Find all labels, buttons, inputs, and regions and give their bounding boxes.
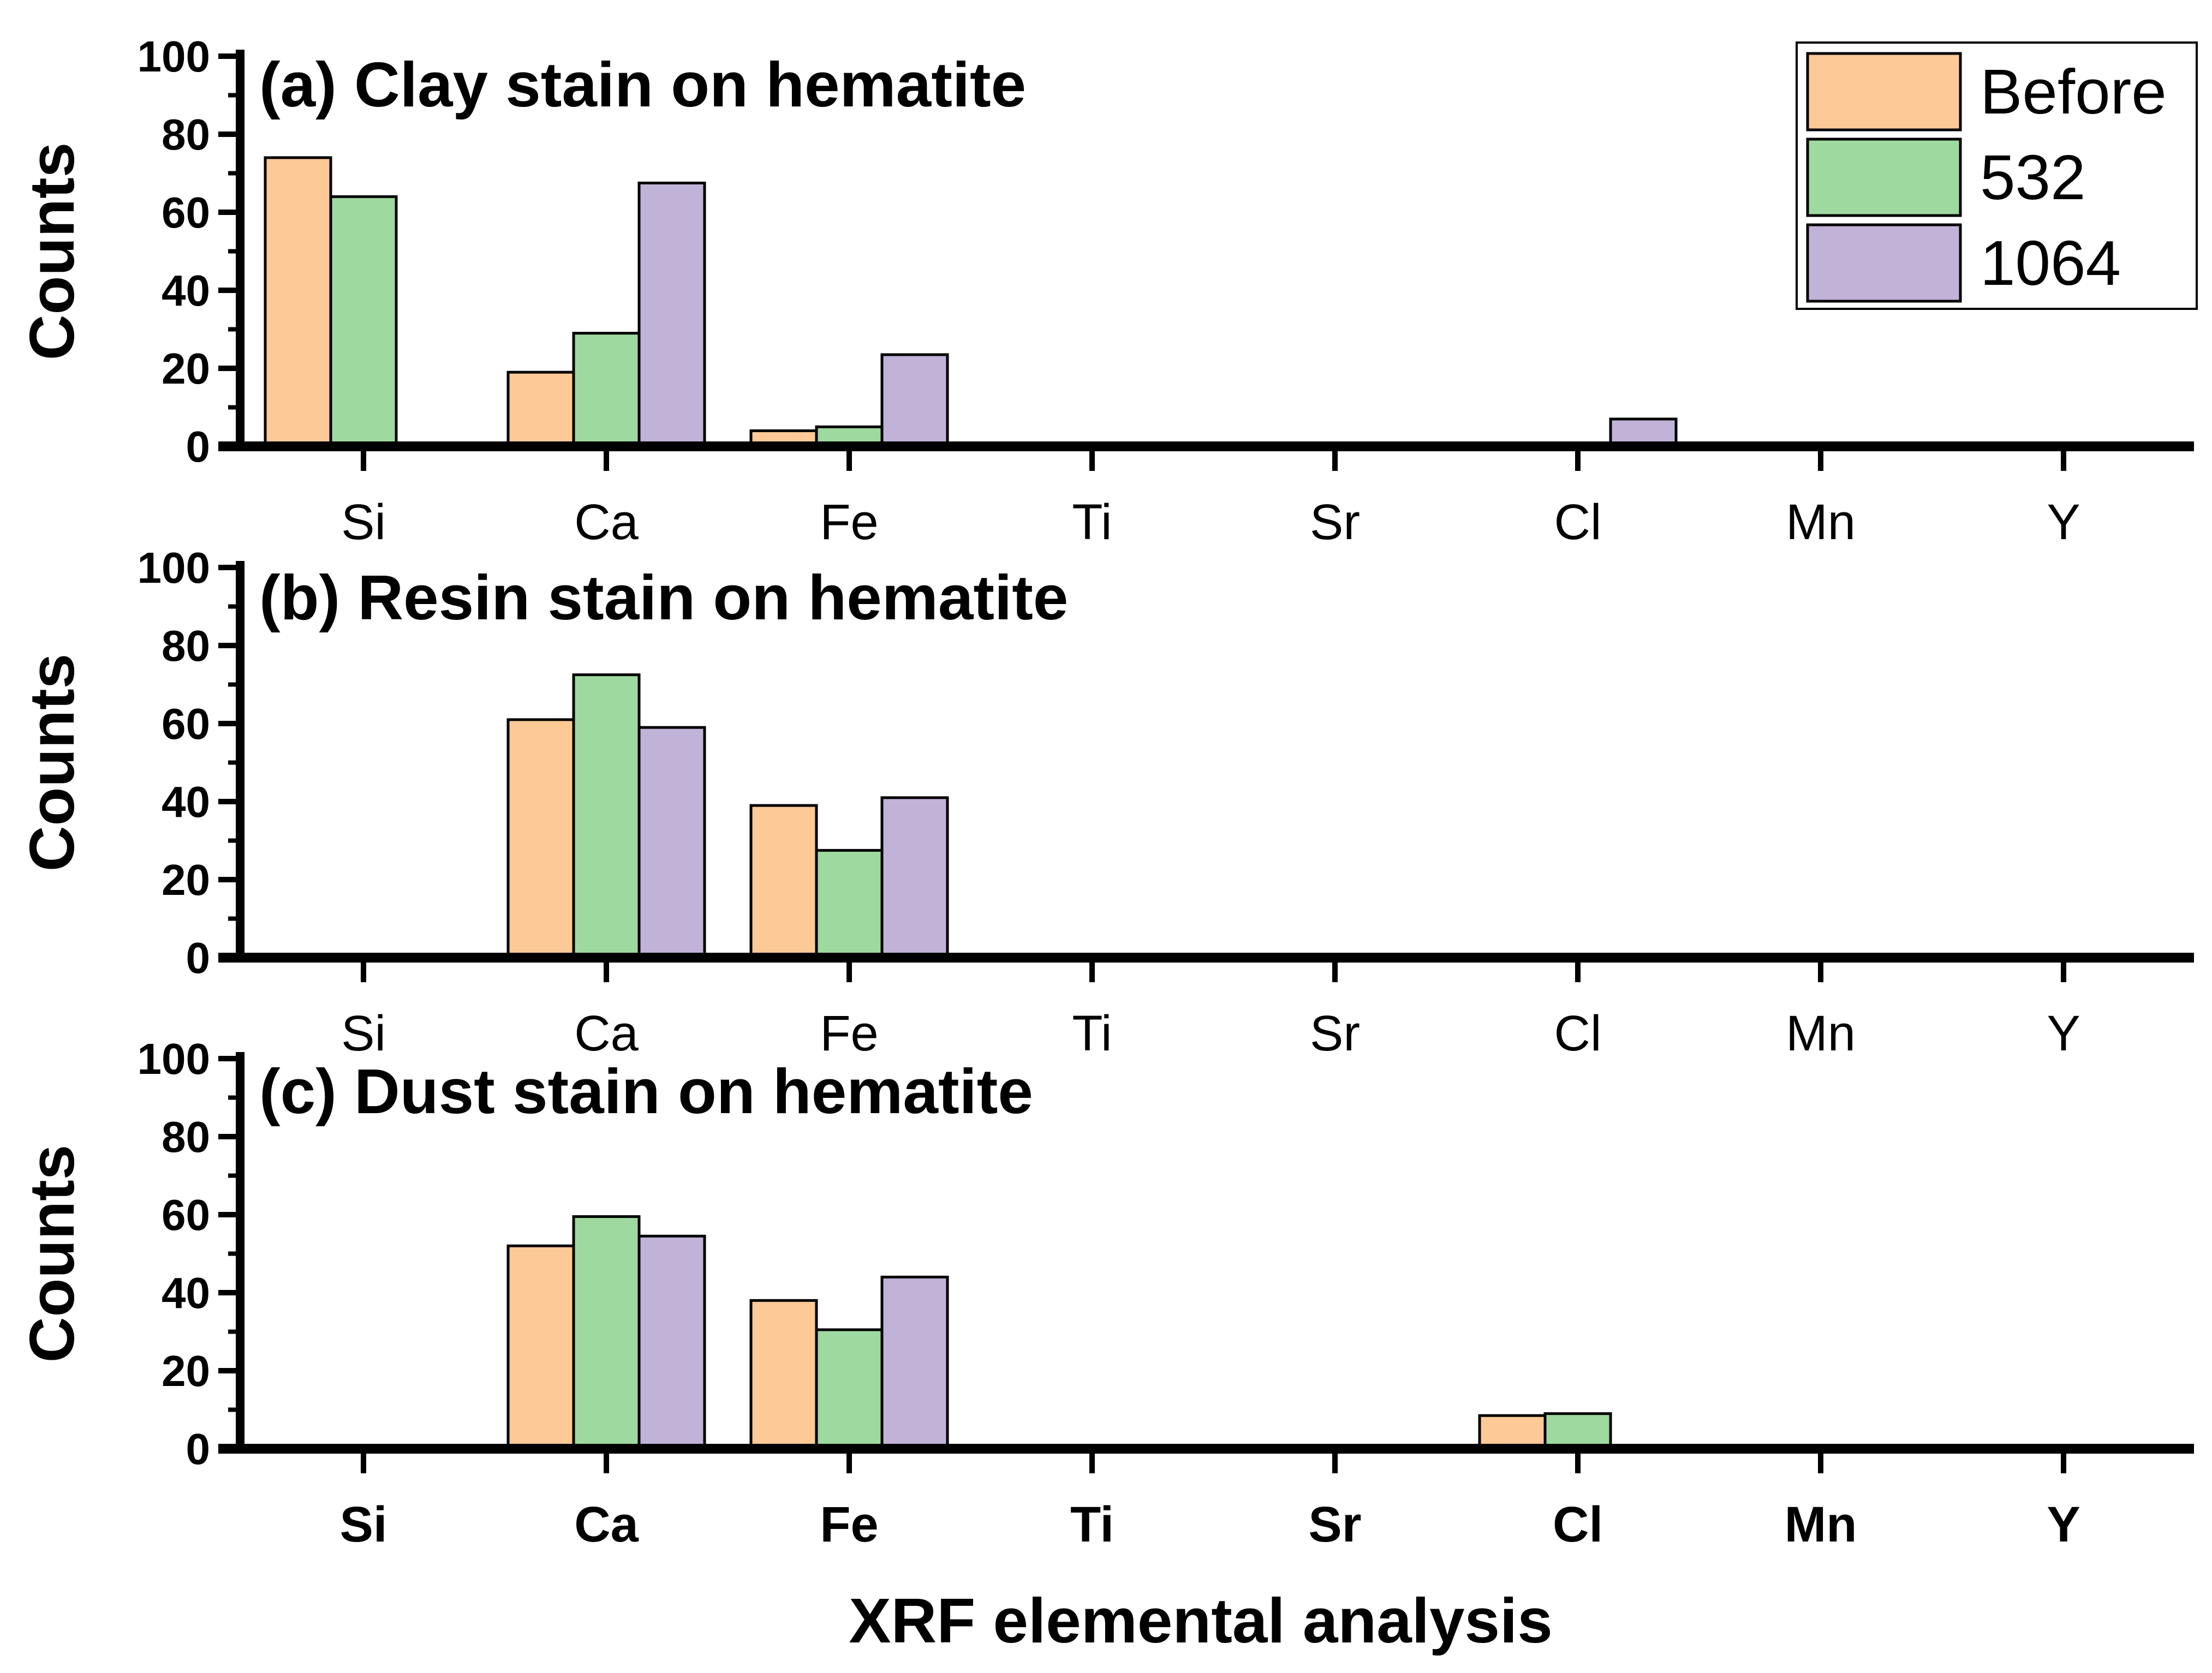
- bar-532-Ca: [572, 673, 641, 959]
- x-tick-label-Sr: Sr: [1308, 1497, 1361, 1552]
- x-axis-label: XRF elemental analysis: [849, 1585, 1552, 1656]
- y-tick-label: 100: [138, 543, 210, 592]
- panel-title: (c) Dust stain on hematite: [259, 1056, 1033, 1127]
- bar-Before-Ca: [506, 1244, 575, 1450]
- y-tick-label: 60: [162, 700, 210, 748]
- x-tick-label-Mn: Mn: [1786, 1006, 1856, 1061]
- x-tick-label-Mn: Mn: [1785, 1497, 1857, 1552]
- y-tick-label: 20: [162, 344, 210, 393]
- panel-b: 0 20 40 60 80 100 Si Ca Fe Ti Sr Cl Mn Y (b) Resin sta…: [16, 543, 2194, 1061]
- y-tick-label: 40: [162, 266, 210, 315]
- bar-532-Fe: [815, 849, 884, 959]
- bar-1064-Fe: [880, 796, 949, 959]
- x-tick-label-Cl: Cl: [1554, 494, 1602, 550]
- y-axis-label: Counts: [16, 142, 87, 361]
- x-tick-label-Ti: Ti: [1072, 1006, 1112, 1061]
- legend-label-Before: Before: [1980, 56, 2167, 127]
- y-tick-label: 60: [162, 1191, 210, 1239]
- legend-label-532: 532: [1980, 142, 2086, 213]
- y-tick-label: 0: [186, 934, 211, 982]
- y-tick-label: 0: [186, 422, 211, 471]
- legend-label-1064: 1064: [1980, 228, 2121, 298]
- x-tick-label-Y: Y: [2047, 1497, 2080, 1552]
- x-tick-label-Si: Si: [341, 494, 386, 550]
- legend-swatch-1064: [1806, 223, 1962, 303]
- bar-532-Ca: [572, 332, 641, 448]
- y-tick-label: 80: [162, 110, 210, 159]
- y-axis-label: Counts: [16, 654, 87, 872]
- bar-Before-Ca: [506, 718, 575, 959]
- y-tick-label: 60: [162, 188, 210, 237]
- y-tick-label: 100: [138, 1035, 210, 1083]
- panel-title: (b) Resin stain on hematite: [259, 562, 1068, 633]
- bar-1064-Ca: [637, 1234, 706, 1450]
- x-tick-label-Si: Si: [340, 1497, 387, 1552]
- y-tick-label: 0: [186, 1425, 211, 1473]
- bar-1064-Ca: [637, 726, 706, 959]
- panel-title: (a) Clay stain on hematite: [259, 49, 1026, 120]
- bar-1064-Fe: [880, 1275, 949, 1450]
- bar-Before-Fe: [749, 1299, 818, 1450]
- bar-532-Si: [329, 195, 398, 448]
- x-tick-label-Sr: Sr: [1310, 494, 1360, 550]
- y-tick-label: 80: [162, 622, 210, 670]
- bar-Before-Cl: [1478, 1414, 1547, 1450]
- y-tick-label: 20: [162, 1347, 210, 1395]
- x-tick-label-Fe: Fe: [820, 1497, 878, 1552]
- bar-532-Ca: [572, 1215, 641, 1450]
- y-axis-label: Counts: [16, 1145, 87, 1363]
- x-tick-label-Ti: Ti: [1072, 494, 1112, 550]
- x-tick-label-Y: Y: [2047, 1006, 2080, 1061]
- bar-1064-Fe: [880, 353, 949, 448]
- y-tick-label: 20: [162, 856, 210, 904]
- y-tick-label: 100: [138, 32, 210, 81]
- x-tick-label-Fe: Fe: [820, 1006, 878, 1061]
- bar-532-Fe: [815, 1328, 884, 1450]
- panel-a: 0 20 40 60 80 100 Si Ca Fe Ti Sr Cl Mn Y (a) Clay stai…: [16, 32, 2194, 550]
- bar-1064-Ca: [637, 181, 706, 448]
- y-tick-label: 40: [162, 1269, 210, 1317]
- bar-Before-Si: [264, 156, 332, 448]
- x-tick-label-Cl: Cl: [1553, 1497, 1603, 1552]
- bar-Before-Ca: [506, 371, 575, 448]
- x-tick-label-Si: Si: [341, 1006, 386, 1061]
- legend-swatch-Before: [1806, 52, 1962, 132]
- bar-532-Cl: [1543, 1412, 1612, 1450]
- legend-swatch-532: [1806, 138, 1962, 217]
- y-tick-label: 40: [162, 778, 210, 826]
- x-tick-label-Y: Y: [2047, 494, 2080, 550]
- x-tick-label-Ca: Ca: [574, 494, 639, 550]
- x-tick-label-Ca: Ca: [574, 1006, 639, 1061]
- x-tick-label-Ti: Ti: [1070, 1497, 1114, 1552]
- y-tick-label: 80: [162, 1113, 210, 1161]
- x-tick-label-Fe: Fe: [820, 494, 878, 550]
- bar-Before-Fe: [749, 804, 818, 959]
- legend: Before 532 1064: [1796, 41, 2198, 310]
- x-tick-label-Cl: Cl: [1554, 1006, 1602, 1061]
- x-tick-label-Ca: Ca: [574, 1497, 639, 1552]
- panel-c: 0 20 40 60 80 100 Si Ca Fe Ti Sr Cl Mn Y (c) Dust stai…: [16, 1035, 2194, 1552]
- x-tick-label-Sr: Sr: [1310, 1006, 1360, 1061]
- x-tick-label-Mn: Mn: [1786, 494, 1856, 550]
